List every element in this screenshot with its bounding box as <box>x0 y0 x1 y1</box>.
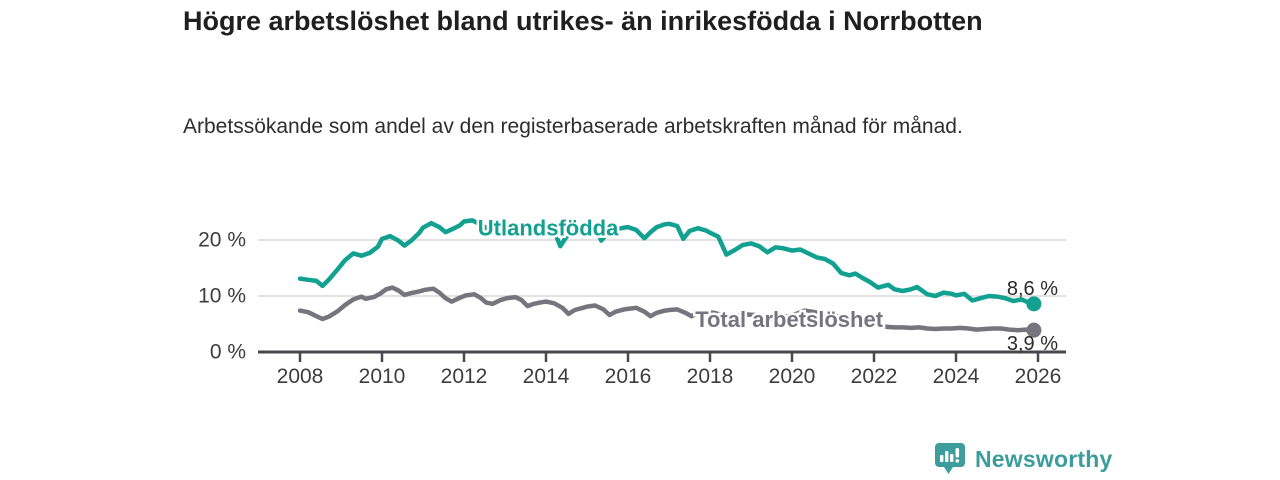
series-label-total-arbetsl-shet: Total arbetslöshet <box>695 307 884 332</box>
bar-chart-bubble-icon <box>935 443 965 474</box>
x-axis-tick-label: 2022 <box>851 365 898 388</box>
y-axis-tick-label: 20 % <box>198 229 246 252</box>
x-axis-tick-label: 2016 <box>605 365 652 388</box>
brand-name: Newsworthy <box>975 445 1113 472</box>
x-axis-tick-label: 2010 <box>359 365 406 388</box>
series-end-value-utlandsf-dda: 8,6 % <box>1007 278 1058 300</box>
x-axis-tick-label: 2014 <box>523 365 570 388</box>
series-line-total-arbetsl-shet <box>297 285 1037 333</box>
chart-subtitle: Arbetssökande som andel av den registerb… <box>183 115 963 138</box>
series-end-dot-utlandsf-dda <box>1026 296 1042 312</box>
x-axis-tick-label: 2024 <box>933 365 980 388</box>
x-axis-tick-label: 2012 <box>441 365 488 388</box>
series-end-value-total-arbetsl-shet: 3,9 % <box>1007 333 1058 355</box>
x-axis-tick-label: 2008 <box>277 365 324 388</box>
newsworthy-logo: Newsworthy <box>934 442 1112 476</box>
x-axis-tick-label: 2026 <box>1015 365 1062 388</box>
x-axis-tick-label: 2020 <box>769 365 816 388</box>
y-axis-tick-label: 10 % <box>198 285 246 308</box>
x-axis-tick-label: 2018 <box>687 365 734 388</box>
chart-title: Högre arbetslöshet bland utrikes- än inr… <box>183 6 983 36</box>
series-end-dot-total-arbetsl-shet <box>1026 322 1042 338</box>
series-line-utlandsf-dda <box>297 218 1037 307</box>
y-axis-tick-label: 0 % <box>210 341 246 364</box>
series-label-utlandsf-dda: Utlandsfödda <box>478 216 619 241</box>
